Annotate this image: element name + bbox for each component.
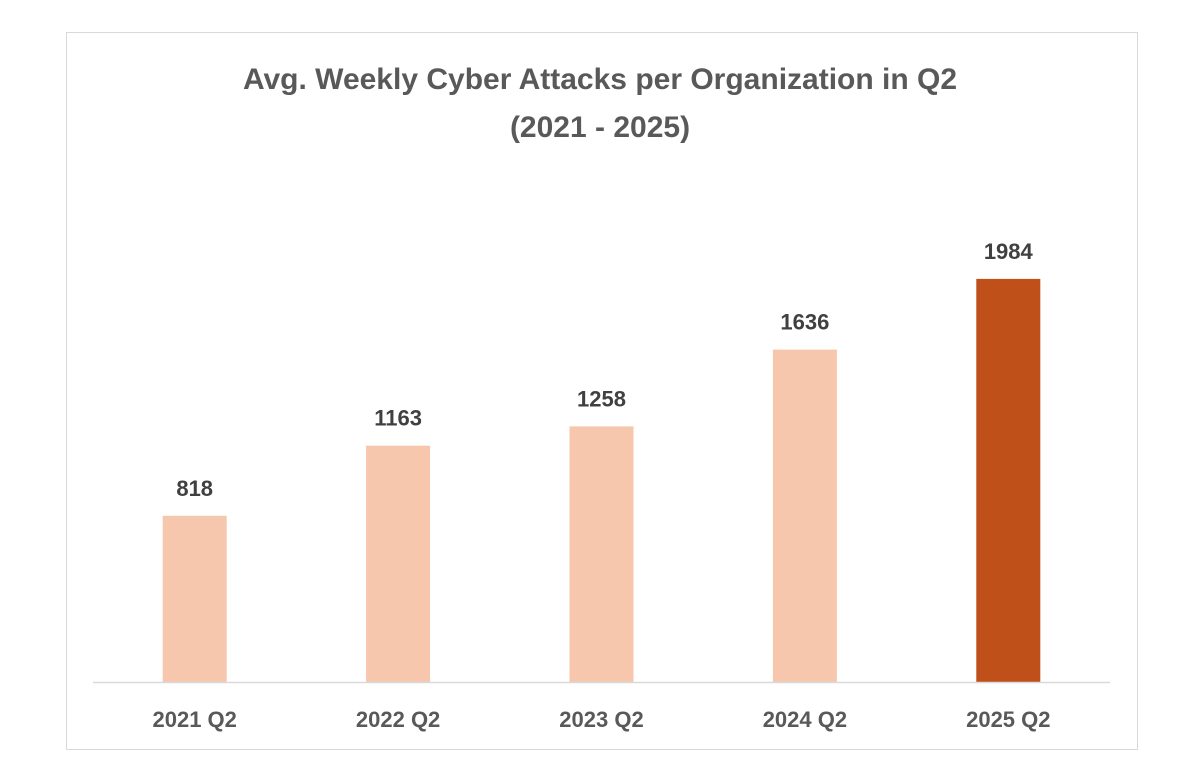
value-label: 1984 bbox=[984, 239, 1034, 264]
bar-2024-q2 bbox=[772, 349, 837, 682]
category-label: 2024 Q2 bbox=[763, 707, 847, 732]
category-label: 2021 Q2 bbox=[152, 707, 236, 732]
value-labels-group: 818 1163 1258 1636 1984 bbox=[176, 239, 1033, 501]
chart-title-line-1: Avg. Weekly Cyber Attacks per Organizati… bbox=[242, 63, 958, 96]
chart-title-line-2: (2021 - 2025) bbox=[509, 111, 691, 144]
value-label: 1163 bbox=[374, 406, 422, 431]
value-label: 1636 bbox=[780, 310, 829, 335]
category-label: 2023 Q2 bbox=[559, 707, 643, 732]
chart-title: Avg. Weekly Cyber Attacks per Organizati… bbox=[0, 56, 1200, 152]
category-labels-group: 2021 Q2 2022 Q2 2023 Q2 2024 Q2 2025 Q2 bbox=[152, 707, 1050, 732]
bar-2025-q2 bbox=[976, 278, 1041, 682]
bar-2023-q2 bbox=[569, 426, 634, 682]
bar-2021-q2 bbox=[162, 515, 227, 682]
category-label: 2025 Q2 bbox=[966, 707, 1050, 732]
value-label: 1258 bbox=[577, 386, 626, 411]
bar-2022-q2 bbox=[366, 445, 431, 682]
bars-group bbox=[162, 278, 1041, 682]
category-label: 2022 Q2 bbox=[356, 707, 440, 732]
value-label: 818 bbox=[176, 476, 213, 501]
